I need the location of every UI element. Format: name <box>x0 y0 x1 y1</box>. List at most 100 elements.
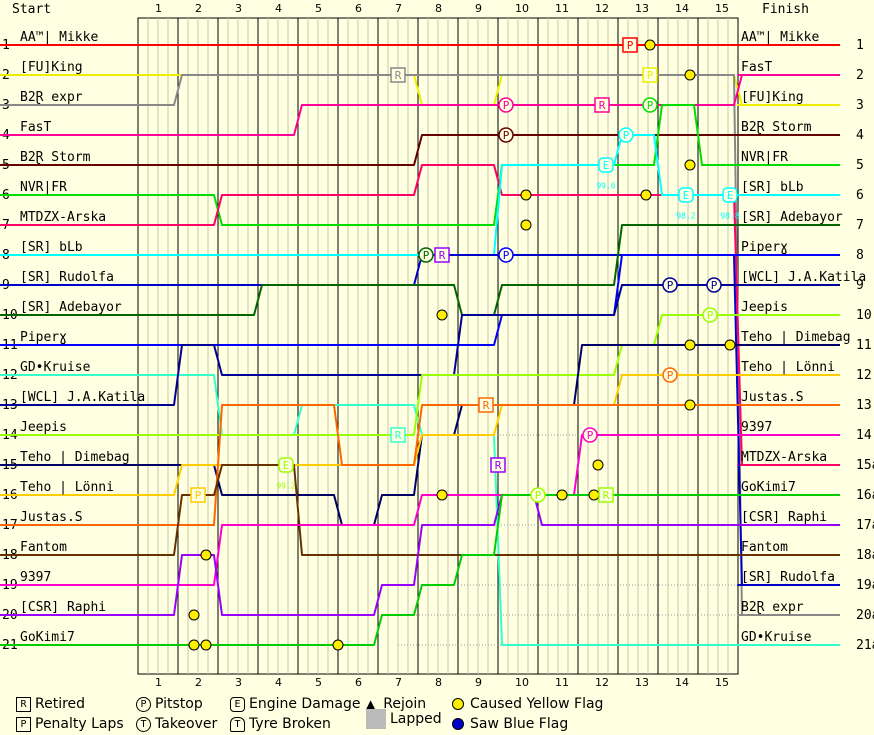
driver-line <box>0 104 840 226</box>
start-driver-name: [SR] bLb <box>20 240 83 255</box>
finish-driver-name: GoKimi7 <box>741 480 796 495</box>
lap-label: 5 <box>315 2 322 15</box>
pitstop-icon <box>582 427 598 443</box>
start-driver-name: [WCL] J.A.Katila <box>20 390 145 405</box>
finish-position-label: 5 <box>856 158 864 173</box>
finish-position-label: 14 <box>856 428 872 443</box>
finish-position-label: 18a <box>856 548 874 563</box>
finish-position-label: 12 <box>856 368 872 383</box>
retired-marker: R <box>434 247 450 263</box>
retired-icon <box>434 247 450 263</box>
penalty-symbol: P <box>647 69 654 82</box>
finish-position-label: 8 <box>856 248 864 263</box>
pitstop-marker: P <box>706 277 722 293</box>
finish-driver-name: AA™| Mikke <box>741 30 819 45</box>
legend-label: Engine Damage <box>249 696 361 712</box>
retired-marker: R <box>478 397 494 413</box>
yellow-flag-marker <box>724 339 736 351</box>
finish-driver-name: Teho | Dimebag <box>741 330 851 345</box>
pitstop-symbol: P <box>587 429 594 442</box>
retired-icon: R <box>16 696 31 712</box>
penalty-symbol: P <box>627 39 634 52</box>
pitstop-symbol: P <box>707 309 714 322</box>
yellow-flag-marker <box>592 459 604 471</box>
finish-position-label: 4 <box>856 128 864 143</box>
finish-position-label: 17a <box>856 518 874 533</box>
driver-line <box>0 494 840 646</box>
tyre-icon: T <box>230 716 245 732</box>
pitstop-icon <box>530 487 546 503</box>
retired-symbol: R <box>483 399 490 412</box>
lap-labels: 1122334455667788991010111112121313141415… <box>155 2 729 689</box>
lap-label: 10 <box>515 2 529 15</box>
lap-label: 15 <box>715 2 729 15</box>
start-driver-name: FasT <box>20 120 51 135</box>
driver-lines <box>0 44 840 646</box>
start-driver-name: Justas.S <box>20 510 83 525</box>
finish-position-label: 20a <box>856 608 874 623</box>
yellow-flag-marker <box>684 159 696 171</box>
retired-symbol: R <box>603 489 610 502</box>
finish-driver-name: B2Ɽ Storm <box>741 120 812 135</box>
chart-header: Start Finish <box>12 2 809 17</box>
yellow-flag-marker <box>520 189 532 201</box>
engine-icon: E <box>230 696 245 712</box>
legend-label: Rejoin <box>383 696 427 712</box>
finish-driver-name: [SR] Adebayor <box>741 210 843 225</box>
pitstop-icon <box>618 127 634 143</box>
finish-position-label: 10 <box>856 308 872 323</box>
legend-yellow: Caused Yellow Flag <box>452 696 603 712</box>
start-driver-name: GoKimi7 <box>20 630 75 645</box>
pitstop-icon <box>642 97 658 113</box>
engine-marker: E <box>278 457 294 473</box>
pitstop-marker: P <box>618 127 634 143</box>
pitstop-marker: P <box>702 307 718 323</box>
legend-lapped: Lapped <box>366 709 442 729</box>
retired-icon <box>490 457 506 473</box>
start-driver-name: Piperɣ <box>20 330 67 345</box>
yellow-flag-marker <box>684 399 696 411</box>
finish-position-label: 7 <box>856 218 864 233</box>
pitstop-marker: P <box>662 277 678 293</box>
driver-line <box>0 434 840 586</box>
pitstop-symbol: P <box>423 249 430 262</box>
engine-marker: E <box>678 187 694 203</box>
pitstop-icon <box>706 277 722 293</box>
pitstop-marker: P <box>418 247 434 263</box>
finish-driver-name: [SR] bLb <box>741 180 804 195</box>
finish-position-label: 6 <box>856 188 864 203</box>
finish-position-label: 16a <box>856 488 874 503</box>
driver-line <box>0 224 840 316</box>
finish-driver-name: NVR|FR <box>741 150 788 165</box>
legend-engine: E Engine Damage <box>230 696 361 712</box>
yellow-flag-marker <box>200 549 212 561</box>
pitstop-symbol: P <box>535 489 542 502</box>
yellow-flag-marker <box>188 639 200 651</box>
yellow-flag-marker <box>332 639 344 651</box>
finish-header: Finish <box>762 2 809 17</box>
driver-line <box>0 134 840 166</box>
pitstop-marker: P <box>530 487 546 503</box>
finish-driver-name: B2Ɽ expr <box>741 600 804 615</box>
pitstop-symbol: P <box>503 129 510 142</box>
driver-line <box>0 404 840 526</box>
yellow-flag-marker <box>684 69 696 81</box>
start-driver-name: AA™| Mikke <box>20 30 98 45</box>
blue-flag-icon <box>452 718 464 730</box>
engine-damage-label: 98.2 <box>676 212 695 221</box>
lap-label: 8 <box>435 676 442 689</box>
lap-label: 5 <box>315 676 322 689</box>
driver-line <box>0 464 840 556</box>
yellow-flag-marker <box>520 219 532 231</box>
start-driver-name: MTDZX-Arska <box>20 210 106 225</box>
lapped-swatch <box>366 709 386 729</box>
lap-label: 12 <box>595 2 609 15</box>
engine-symbol: E <box>727 189 734 202</box>
finish-driver-name: [SR] Rudolfa <box>741 570 835 585</box>
lap-label: 4 <box>275 2 282 15</box>
engine-damage-icon <box>278 457 294 473</box>
start-driver-name: Teho | Dimebag <box>20 450 130 465</box>
lap-label: 3 <box>235 2 242 15</box>
retired-marker: R <box>390 67 406 83</box>
penalty-icon: P <box>16 716 31 732</box>
